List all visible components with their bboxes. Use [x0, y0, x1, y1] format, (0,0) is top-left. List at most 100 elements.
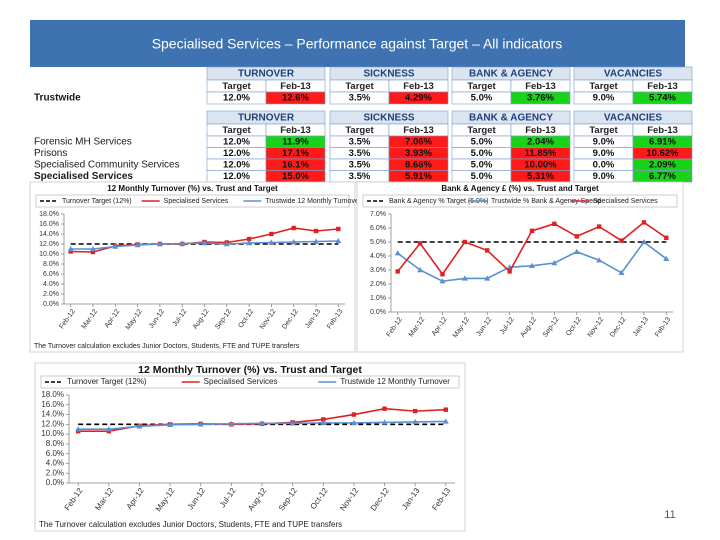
marker [382, 406, 387, 411]
chart-note: The Turnover calculation excludes Junior… [34, 343, 300, 350]
legend-label: Turnover Target (12%) [67, 377, 147, 386]
chart-title: 12 Monthly Turnover (%) vs. Trust and Ta… [138, 364, 362, 376]
marker [417, 241, 423, 246]
marker [134, 242, 141, 248]
y-tick-label: 16.0% [41, 400, 64, 409]
cell-value: 5.0% [471, 148, 493, 159]
cell-value: 12.0% [223, 171, 250, 182]
marker [197, 421, 204, 427]
marker [461, 275, 468, 281]
marker [618, 269, 625, 275]
column-header: Feb-13 [403, 125, 434, 136]
marker [289, 420, 296, 426]
cell-value: 16.1% [282, 159, 309, 170]
legend-box [40, 375, 460, 389]
row-label: Specialised Community Services [34, 159, 180, 170]
chart-frame [34, 362, 466, 532]
legend-label: Specialised Services [204, 377, 278, 386]
y-tick-label: 10.0% [41, 429, 64, 438]
cell-value: 5.31% [527, 171, 554, 182]
y-tick-label: 0.0% [43, 301, 59, 308]
cell-value: 11.9% [282, 136, 309, 147]
cell-value: 2.09% [649, 159, 676, 170]
legend-label: Turnover Target (12%) [62, 198, 132, 205]
legend-box [362, 194, 678, 208]
legend-label: Trustwide 12 Monthly Turnover [340, 377, 450, 386]
cell-value: 11.85% [525, 148, 557, 159]
marker [551, 260, 558, 266]
marker [223, 241, 230, 247]
column-header: Feb-13 [280, 81, 311, 92]
marker [269, 231, 274, 237]
marker [246, 240, 253, 246]
marker [529, 228, 535, 233]
marker [417, 267, 424, 273]
row-label: Prisons [34, 148, 67, 159]
group-header: VACANCIES [604, 113, 662, 124]
row-label: Specialised Services [34, 171, 133, 182]
marker [167, 421, 174, 428]
marker [321, 417, 326, 422]
row-label: Trustwide [34, 93, 81, 104]
chart-title: Bank & Agency £ (%) vs. Trust and Target [441, 184, 599, 193]
cell-value: 3.5% [349, 159, 371, 170]
marker [68, 249, 73, 254]
marker [336, 226, 341, 232]
cell-value: 6.77% [649, 171, 676, 182]
y-tick-label: 4.0% [370, 253, 386, 260]
cell-value: 10.00% [524, 159, 557, 170]
cell-value: 9.0% [593, 148, 615, 159]
marker [412, 408, 418, 414]
cell-value: 2.04% [527, 136, 554, 147]
column-header: Target [589, 125, 618, 136]
y-tick-label: 10.0% [39, 251, 59, 258]
marker [395, 269, 400, 274]
y-tick-label: 6.0% [46, 449, 64, 458]
group-header: BANK & AGENCY [469, 113, 553, 124]
marker [313, 228, 319, 234]
cell-value: 5.0% [471, 159, 493, 170]
header-bar [30, 20, 685, 68]
cell-value: 15.0% [282, 171, 309, 182]
y-tick-label: 8.0% [43, 261, 59, 268]
y-tick-label: 5.0% [370, 239, 386, 246]
column-header: Target [222, 125, 251, 136]
legend-label: Trustwide % Bank & Agency Spend [491, 198, 601, 205]
marker [290, 239, 297, 245]
column-header: Target [467, 81, 496, 92]
cell-value: 5.0% [471, 171, 493, 182]
cell-value: 6.91% [649, 136, 676, 147]
marker [641, 220, 647, 225]
y-tick-label: 6.0% [43, 271, 59, 278]
marker [335, 238, 342, 244]
cell-value: 9.0% [593, 93, 615, 104]
marker [485, 248, 490, 253]
marker [179, 240, 186, 246]
marker [75, 426, 82, 432]
cell-value: 3.5% [349, 93, 371, 104]
chart-note: The Turnover calculation excludes Junior… [39, 520, 342, 529]
column-header: Feb-13 [280, 125, 311, 136]
marker [320, 419, 327, 426]
marker [596, 224, 602, 229]
cell-value: 0.0% [593, 159, 615, 170]
marker [663, 255, 670, 261]
y-tick-label: 14.0% [39, 231, 59, 238]
y-tick-label: 18.0% [41, 390, 64, 399]
marker [664, 235, 669, 240]
marker [484, 275, 491, 281]
column-header: Target [467, 125, 496, 136]
marker [90, 249, 96, 255]
marker [136, 423, 143, 429]
y-tick-label: 8.0% [46, 439, 64, 448]
marker [596, 257, 603, 263]
table-cell [632, 91, 693, 105]
group-header: BANK & AGENCY [469, 69, 553, 80]
marker [201, 240, 208, 246]
group-header: SICKNESS [363, 113, 414, 124]
column-header: Feb-13 [525, 81, 556, 92]
y-tick-label: 4.0% [43, 281, 59, 288]
y-tick-label: 14.0% [41, 410, 64, 419]
marker [439, 278, 446, 284]
cell-value: 12.6% [282, 93, 309, 104]
